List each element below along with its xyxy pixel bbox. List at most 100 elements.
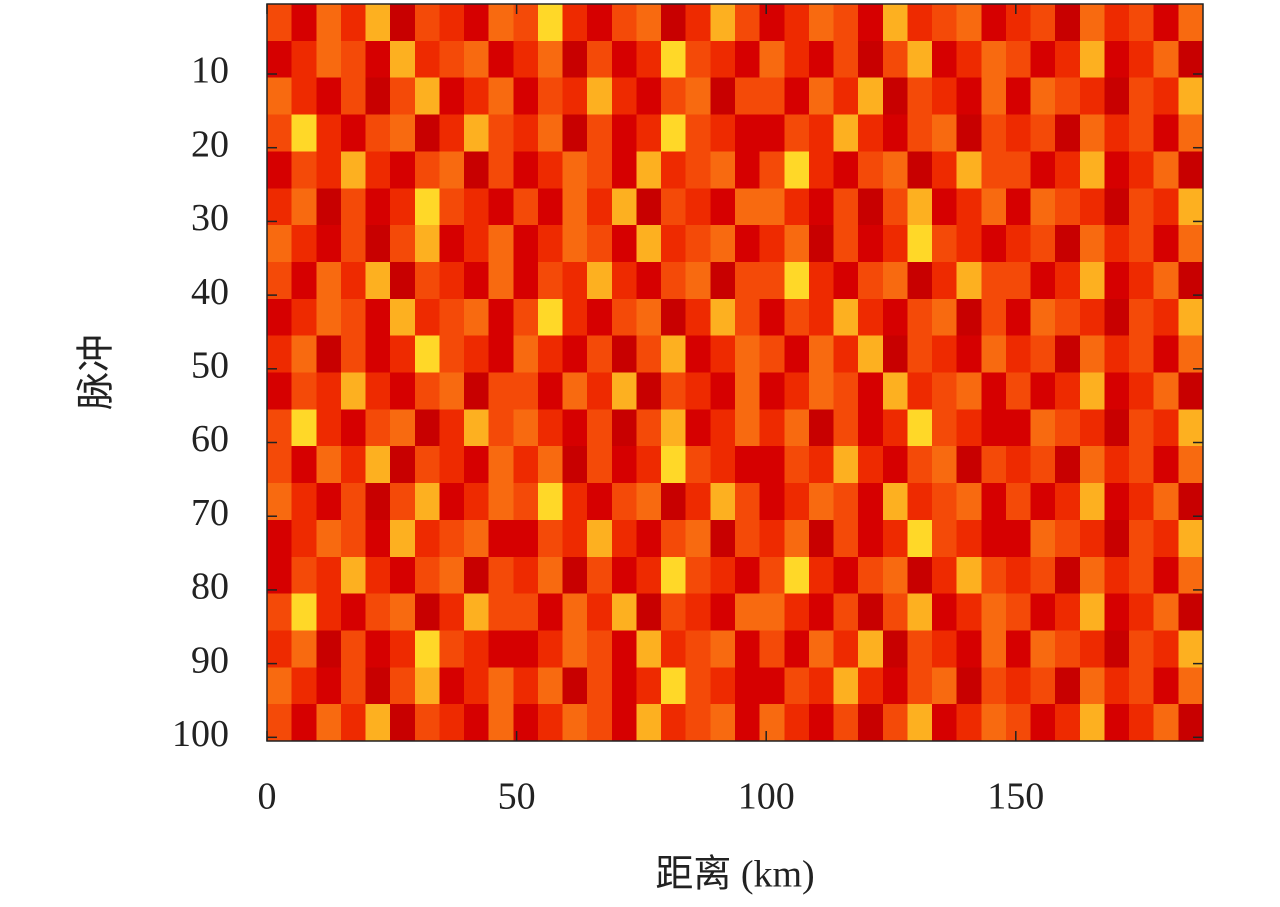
heatmap-cell — [439, 77, 465, 116]
heatmap-cell — [537, 704, 564, 742]
heatmap-cell — [710, 519, 736, 558]
heatmap-cell — [611, 188, 638, 226]
heatmap-cell — [611, 556, 638, 595]
heatmap-cell — [390, 151, 416, 189]
heatmap-cell — [1153, 519, 1179, 558]
heatmap-cell — [710, 40, 736, 79]
heatmap-cell — [513, 77, 539, 116]
heatmap-cell — [735, 556, 761, 595]
heatmap-cell — [661, 593, 687, 632]
heatmap-cell — [981, 225, 1007, 263]
heatmap-cell — [1055, 151, 1081, 189]
heatmap-cell — [1005, 372, 1032, 410]
heatmap-cell — [1104, 261, 1130, 300]
heatmap-cell — [735, 335, 761, 374]
heatmap-cell — [439, 151, 465, 189]
heatmap-cell — [365, 593, 391, 632]
heatmap-cell — [611, 630, 638, 668]
heatmap-cell — [1055, 556, 1081, 595]
heatmap-cell — [562, 667, 588, 705]
heatmap-cell — [1104, 40, 1130, 79]
heatmap-cell — [956, 483, 982, 521]
heatmap-cell — [636, 77, 662, 116]
heatmap-cell — [833, 593, 859, 632]
heatmap-cell — [562, 261, 588, 300]
heatmap-cell — [710, 372, 736, 410]
heatmap-cell — [932, 667, 958, 705]
heatmap-cell — [759, 446, 785, 484]
heatmap-cell — [735, 667, 761, 705]
heatmap-cell — [340, 593, 367, 632]
heatmap-cell — [907, 667, 933, 705]
heatmap-cell — [808, 77, 835, 116]
heatmap-cell — [833, 114, 859, 152]
heatmap-cell — [365, 261, 391, 300]
y-tick-label: 20 — [191, 123, 229, 165]
heatmap-cell — [833, 372, 859, 410]
heatmap-cell — [611, 483, 638, 521]
heatmap-cell — [907, 298, 933, 337]
heatmap-cells — [267, 4, 1204, 742]
heatmap-cell — [365, 556, 391, 595]
heatmap-cell — [685, 556, 711, 595]
heatmap-cell — [1153, 298, 1179, 337]
heatmap-cell — [267, 225, 293, 263]
heatmap-cell — [562, 4, 588, 42]
heatmap-cell — [784, 483, 810, 521]
heatmap-cell — [1079, 335, 1106, 374]
heatmap-cell — [1178, 704, 1204, 742]
heatmap-cell — [636, 335, 662, 374]
heatmap-cell — [981, 298, 1007, 337]
heatmap-cell — [316, 77, 342, 116]
heatmap-cell — [882, 704, 909, 742]
heatmap-cell — [1005, 667, 1032, 705]
heatmap-cell — [1153, 335, 1179, 374]
heatmap-cell — [808, 298, 835, 337]
heatmap-cell — [390, 40, 416, 79]
heatmap-cell — [414, 556, 441, 595]
heatmap-cell — [340, 114, 367, 152]
heatmap-cell — [759, 519, 785, 558]
heatmap-cell — [882, 77, 909, 116]
heatmap-cell — [932, 4, 958, 42]
heatmap-cell — [808, 188, 835, 226]
heatmap-cell — [1030, 630, 1056, 668]
heatmap-cell — [685, 4, 711, 42]
heatmap-cell — [587, 704, 613, 742]
heatmap-cell — [882, 519, 909, 558]
heatmap-cell — [710, 335, 736, 374]
heatmap-cell — [464, 556, 490, 595]
heatmap-cell — [685, 151, 711, 189]
heatmap-cell — [932, 151, 958, 189]
heatmap-cell — [537, 151, 564, 189]
heatmap-cell — [1079, 188, 1106, 226]
heatmap-cell — [464, 225, 490, 263]
heatmap-cell — [1079, 593, 1106, 632]
heatmap-cell — [636, 114, 662, 152]
heatmap-cell — [316, 409, 342, 447]
heatmap-cell — [1104, 225, 1130, 263]
heatmap-cell — [1178, 446, 1204, 484]
heatmap-cell — [414, 372, 441, 410]
heatmap-cell — [537, 667, 564, 705]
heatmap-cell — [537, 409, 564, 447]
heatmap-cell — [735, 151, 761, 189]
heatmap-cell — [956, 114, 982, 152]
heatmap-cell — [611, 40, 638, 79]
heatmap-cell — [537, 114, 564, 152]
heatmap-cell — [808, 151, 835, 189]
heatmap-cell — [735, 483, 761, 521]
heatmap-cell — [513, 409, 539, 447]
heatmap-cell — [981, 409, 1007, 447]
heatmap-cell — [316, 372, 342, 410]
heatmap-cell — [858, 556, 884, 595]
heatmap-cell — [808, 519, 835, 558]
heatmap-cell — [587, 335, 613, 374]
heatmap-cell — [1030, 77, 1056, 116]
heatmap-cell — [587, 77, 613, 116]
heatmap-cell — [439, 519, 465, 558]
heatmap-cell — [907, 261, 933, 300]
heatmap-cell — [833, 519, 859, 558]
heatmap-cell — [439, 188, 465, 226]
heatmap-cell — [808, 225, 835, 263]
